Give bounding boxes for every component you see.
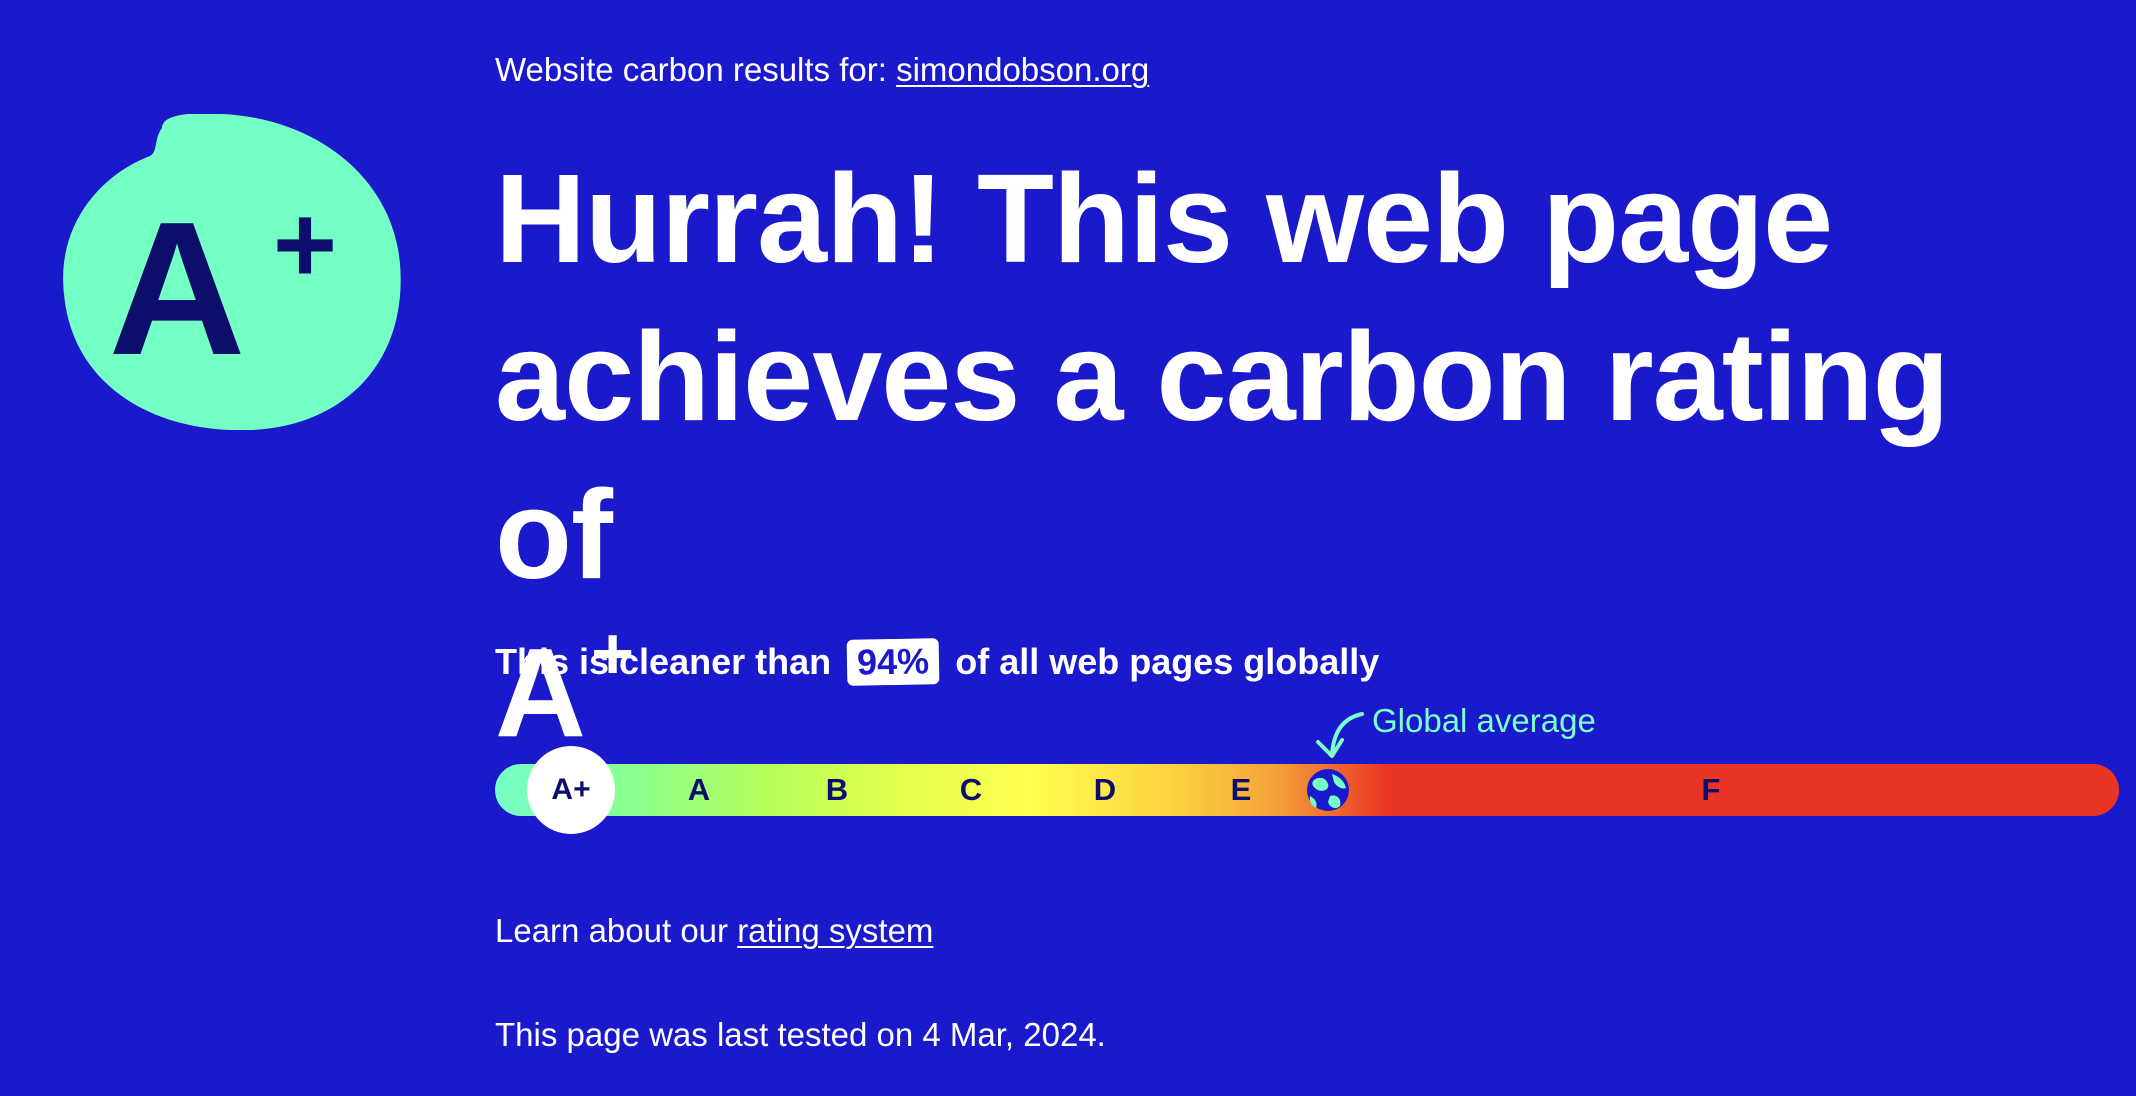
comparison-percent: 94% (846, 638, 940, 686)
grade-c: C (959, 772, 983, 807)
rating-badge-plus: + (273, 183, 337, 306)
rating-badge: A + (62, 114, 402, 430)
global-average-label: Global average (1372, 702, 1596, 739)
last-tested-text: This page was last tested on 4 Mar, 2024… (495, 1016, 1106, 1053)
grade-e: E (1230, 772, 1252, 807)
page-headline: Hurrah! This web page achieves a carbon … (495, 140, 2095, 772)
comparison-prefix: This is cleaner than (495, 641, 832, 682)
learn-line: Learn about our rating system (495, 910, 933, 952)
globe-icon (1307, 769, 1349, 811)
headline-grade-plus: + (591, 612, 634, 695)
comparison-line: This is cleaner than 94% of all web page… (495, 638, 1379, 686)
grade-d: D (1093, 772, 1117, 807)
results-for-label: Website carbon results for: (495, 51, 887, 88)
headline-text: Hurrah! This web page achieves a carbon … (495, 148, 1950, 605)
grade-f: F (1701, 772, 1721, 807)
headline-grade: A (495, 622, 586, 763)
learn-prefix: Learn about our (495, 912, 729, 949)
grade-b: B (825, 772, 849, 807)
curved-arrow-icon (1316, 712, 1364, 758)
results-for-line: Website carbon results for: simondobson.… (495, 50, 1149, 90)
comparison-suffix: of all web pages globally (955, 641, 1380, 682)
grade-a: A (687, 772, 711, 807)
current-grade-marker: A+ (527, 746, 615, 834)
rating-badge-letter: A (108, 183, 245, 395)
rating-badge-blob: A + (63, 114, 401, 430)
site-link[interactable]: simondobson.org (896, 51, 1150, 88)
rating-scale: A B C D E F A+ (495, 746, 2119, 834)
rating-system-link[interactable]: rating system (737, 912, 934, 949)
